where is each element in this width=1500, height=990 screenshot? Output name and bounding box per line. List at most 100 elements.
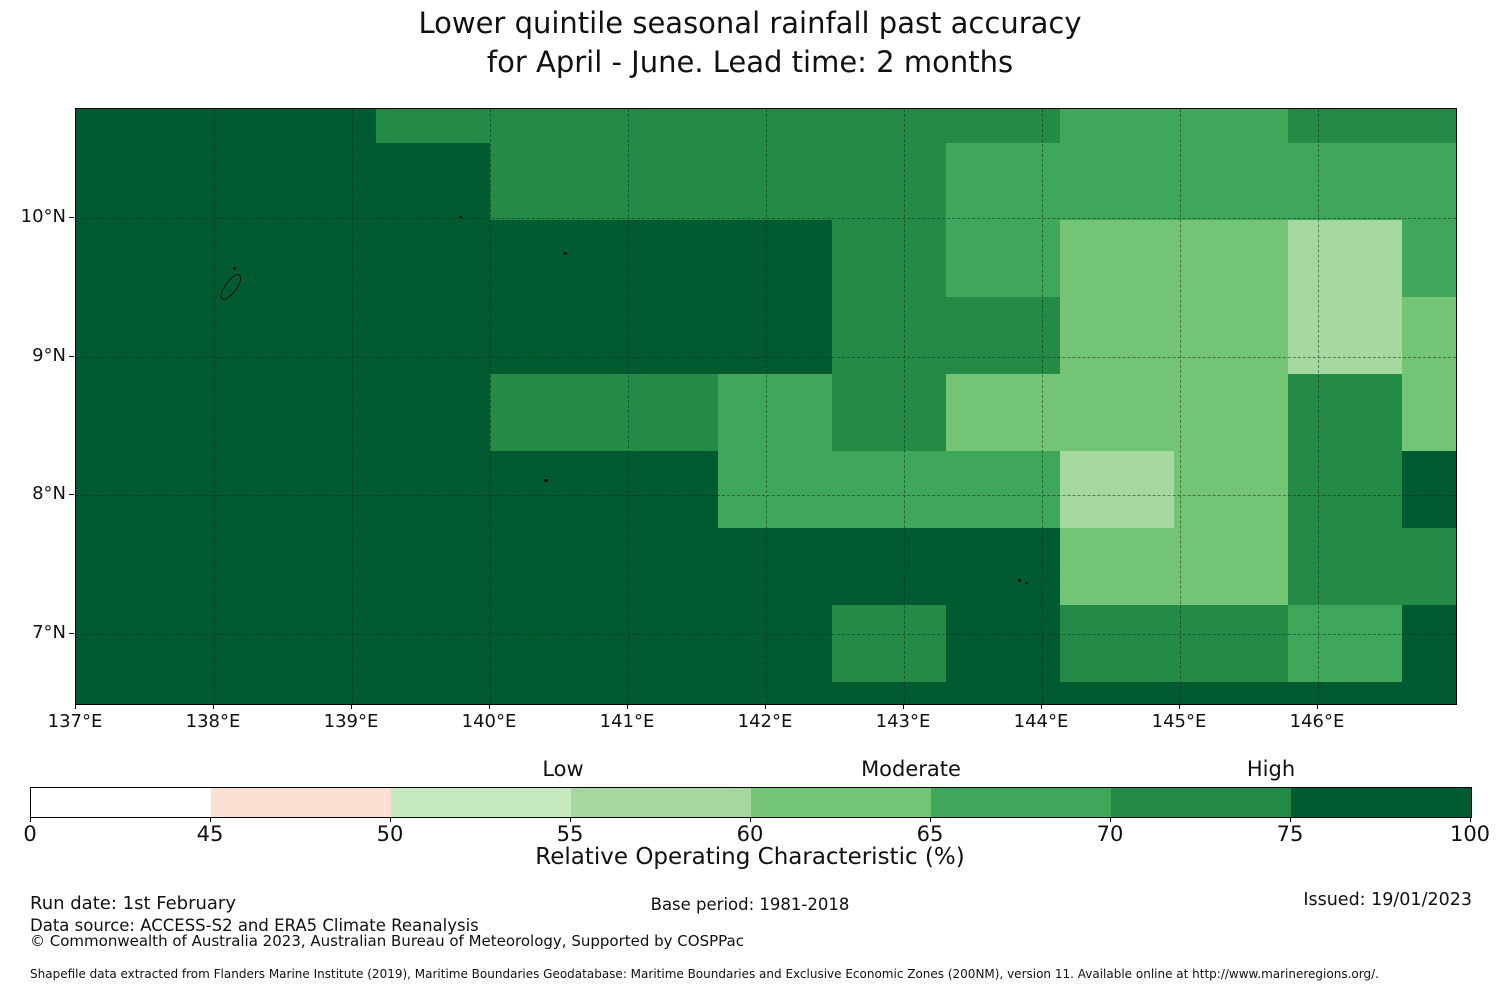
- map-cell: [76, 682, 148, 704]
- map-cell: [1174, 374, 1288, 451]
- map-cell: [1174, 220, 1288, 297]
- longitude-gridline: [214, 109, 215, 704]
- map-cell: [832, 451, 946, 528]
- map-cell: [1288, 682, 1402, 704]
- data-source-text: Data source: ACCESS-S2 and ERA5 Climate …: [30, 916, 479, 935]
- map-cell: [148, 143, 262, 220]
- x-axis-tick: [1179, 704, 1180, 709]
- colorbar-segment: [211, 788, 391, 817]
- island-dot: [1018, 579, 1021, 582]
- colorbar-tick-label: 100: [1449, 822, 1491, 846]
- map-cell: [1060, 297, 1174, 374]
- map-plot-area: [75, 108, 1457, 705]
- longitude-gridline: [1042, 109, 1043, 704]
- x-axis-tick-label: 138°E: [185, 711, 241, 732]
- issued-date-text: Issued: 19/01/2023: [1303, 890, 1472, 910]
- x-axis-tick: [351, 704, 352, 709]
- map-cell: [376, 374, 490, 451]
- map-cell: [1288, 109, 1402, 143]
- colorbar-axis-title: Relative Operating Characteristic (%): [535, 844, 965, 870]
- map-cell: [262, 374, 376, 451]
- map-cell: [718, 297, 832, 374]
- x-axis-tick-label: 144°E: [1013, 711, 1069, 732]
- map-cell: [148, 605, 262, 682]
- colorbar-tick: [210, 818, 211, 822]
- map-cell: [718, 220, 832, 297]
- colorbar-tick: [750, 818, 751, 822]
- map-cell: [604, 605, 718, 682]
- map-cell: [832, 682, 946, 704]
- map-cell: [1402, 220, 1456, 297]
- map-cell: [718, 682, 832, 704]
- shapefile-attribution-text: Shapefile data extracted from Flanders M…: [30, 967, 1379, 981]
- colorbar-tick: [390, 818, 391, 822]
- colorbar-segment: [931, 788, 1111, 817]
- map-cell: [262, 143, 376, 220]
- map-cell: [1288, 605, 1402, 682]
- map-cell: [946, 297, 1060, 374]
- map-cell: [1060, 605, 1174, 682]
- y-axis-tick: [69, 633, 74, 634]
- map-cell: [1402, 451, 1456, 528]
- latitude-gridline: [76, 357, 1456, 358]
- map-cell: [1174, 528, 1288, 605]
- map-cell: [1060, 528, 1174, 605]
- island-dot: [563, 252, 567, 255]
- map-cell: [604, 143, 718, 220]
- colorbar-segment: [31, 788, 211, 817]
- map-cell: [262, 682, 376, 704]
- island-dot: [544, 479, 548, 482]
- map-cell: [1288, 451, 1402, 528]
- map-cell: [376, 605, 490, 682]
- colorbar-tick-label: 60: [736, 822, 764, 846]
- map-cell: [718, 451, 832, 528]
- map-cell: [262, 220, 376, 297]
- island-dot: [459, 216, 462, 218]
- map-cell: [1402, 605, 1456, 682]
- map-cell: [718, 374, 832, 451]
- colorbar-category-label: Moderate: [861, 757, 961, 781]
- map-cell: [1288, 374, 1402, 451]
- map-cell: [76, 143, 148, 220]
- copyright-text: © Commonwealth of Australia 2023, Austra…: [30, 932, 744, 950]
- map-cell: [490, 605, 604, 682]
- latitude-gridline: [76, 634, 1456, 635]
- map-cell: [946, 682, 1060, 704]
- map-cell: [604, 297, 718, 374]
- latitude-gridline: [76, 495, 1456, 496]
- colorbar-tick-label: 75: [1276, 822, 1304, 846]
- longitude-gridline: [1318, 109, 1319, 704]
- x-axis-tick-label: 145°E: [1151, 711, 1207, 732]
- map-cell: [1174, 143, 1288, 220]
- x-axis-tick: [75, 704, 76, 709]
- x-axis-tick: [213, 704, 214, 709]
- map-cell: [148, 109, 262, 143]
- map-cell: [1174, 682, 1288, 704]
- colorbar-tick-label: 70: [1096, 822, 1124, 846]
- map-cell: [148, 451, 262, 528]
- map-cell: [604, 682, 718, 704]
- map-cell: [832, 220, 946, 297]
- colorbar-segment: [751, 788, 931, 817]
- map-cell: [1060, 451, 1174, 528]
- map-cell: [1174, 451, 1288, 528]
- x-axis-tick: [1041, 704, 1042, 709]
- map-cell: [262, 451, 376, 528]
- map-cell: [832, 143, 946, 220]
- x-axis-tick: [903, 704, 904, 709]
- map-cell: [148, 528, 262, 605]
- map-cell: [376, 682, 490, 704]
- map-cell: [262, 605, 376, 682]
- map-cell: [76, 605, 148, 682]
- map-cell: [1402, 143, 1456, 220]
- colorbar-tick-label: 55: [556, 822, 584, 846]
- map-cell: [76, 220, 148, 297]
- map-cell: [832, 605, 946, 682]
- longitude-gridline: [490, 109, 491, 704]
- y-axis-tick: [69, 356, 74, 357]
- run-date-text: Run date: 1st February: [30, 893, 236, 914]
- island-dot: [233, 267, 236, 270]
- colorbar-tick: [1110, 818, 1111, 822]
- x-axis-tick-label: 139°E: [323, 711, 379, 732]
